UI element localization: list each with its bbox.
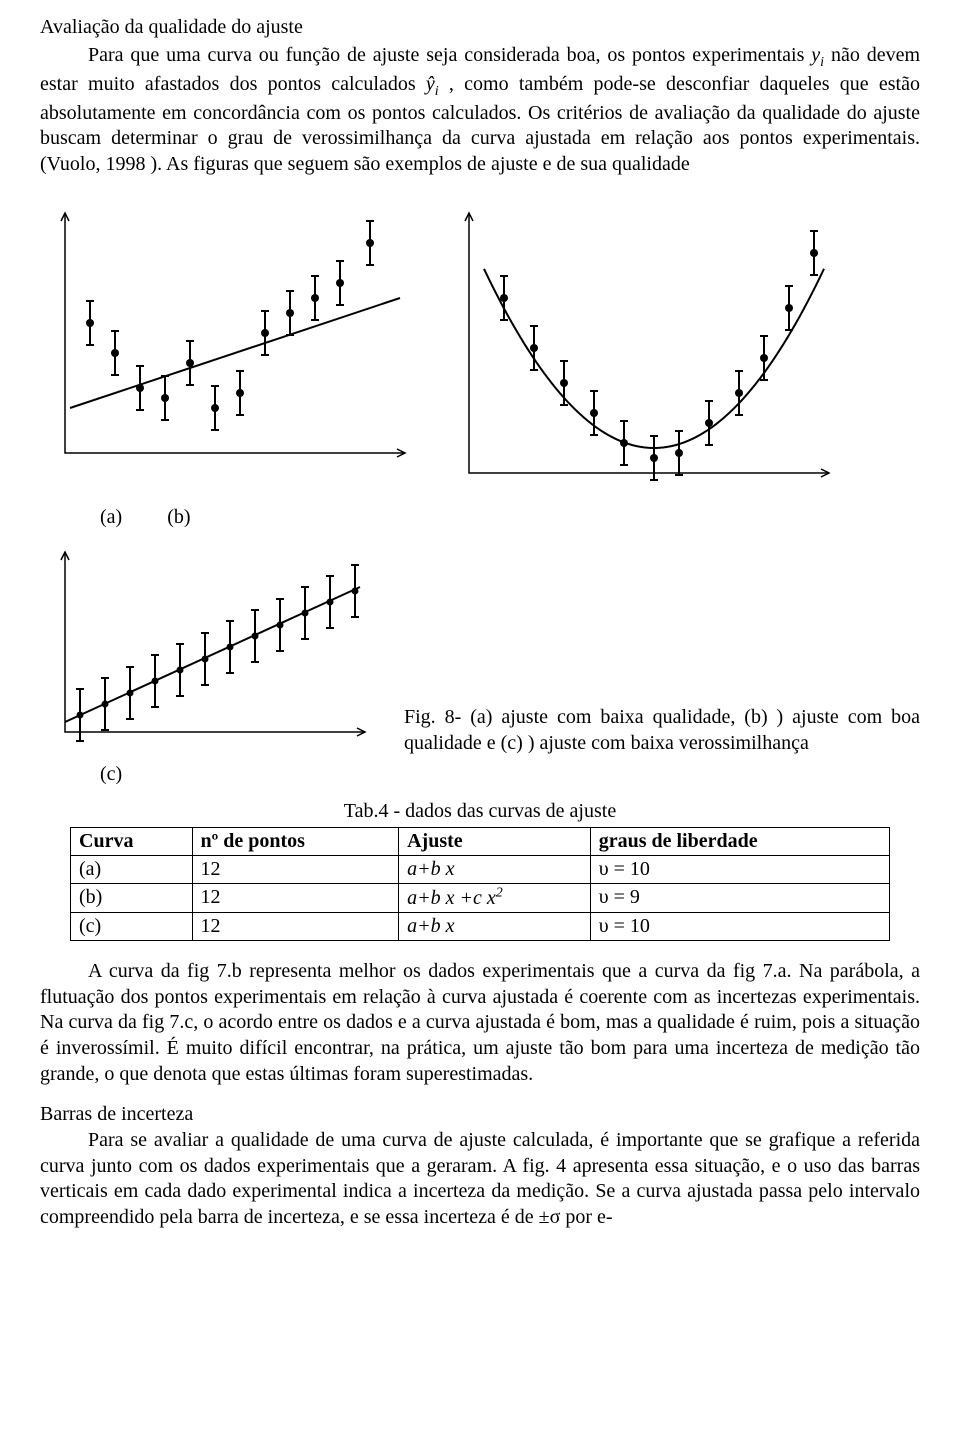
- chart-c: [40, 537, 380, 757]
- table-title: Tab.4 - dados das curvas de ajuste: [40, 800, 920, 823]
- paragraph-2: A curva da fig 7.b representa melhor os …: [40, 959, 920, 1087]
- table-row: (c)12a+b xυ = 10: [71, 913, 890, 941]
- cell-curva: (b): [71, 883, 193, 913]
- figure-caption: Fig. 8- (a) ajuste com baixa qualidade, …: [404, 705, 920, 756]
- table-body: (a)12a+b xυ = 10(b)12a+b x +c x2υ = 9(c)…: [71, 855, 890, 941]
- figure-a: [40, 198, 420, 498]
- table-header-row: Curva nº de pontos Ajuste graus de liber…: [71, 827, 890, 855]
- label-a: (a): [100, 506, 122, 528]
- cell-n: 12: [192, 883, 399, 913]
- chart-a: [40, 198, 420, 478]
- cell-ajuste: a+b x: [399, 913, 591, 941]
- figures-row-1: [40, 198, 920, 498]
- page: Avaliação da qualidade do ajuste Para qu…: [0, 0, 960, 1285]
- cell-curva: (a): [71, 855, 193, 883]
- figure-labels-ab: (a) (b): [100, 506, 920, 529]
- paragraph-3: Para se avaliar a qualidade de uma curva…: [40, 1128, 920, 1230]
- figure-c-row: Fig. 8- (a) ajuste com baixa qualidade, …: [40, 537, 920, 757]
- chart-b: [444, 198, 844, 498]
- cell-gl: υ = 10: [590, 913, 889, 941]
- cell-gl: υ = 10: [590, 855, 889, 883]
- label-b: (b): [167, 506, 190, 528]
- cell-curva: (c): [71, 913, 193, 941]
- th-npontos: nº de pontos: [192, 827, 399, 855]
- table-row: (b)12a+b x +c x2υ = 9: [71, 883, 890, 913]
- cell-ajuste: a+b x: [399, 855, 591, 883]
- table-row: (a)12a+b xυ = 10: [71, 855, 890, 883]
- figure-c: [40, 537, 380, 757]
- cell-ajuste: a+b x +c x2: [399, 883, 591, 913]
- section-heading: Avaliação da qualidade do ajuste: [40, 16, 920, 39]
- data-table: Curva nº de pontos Ajuste graus de liber…: [70, 827, 890, 942]
- cell-n: 12: [192, 913, 399, 941]
- th-curva: Curva: [71, 827, 193, 855]
- section-heading-2: Barras de incerteza: [40, 1103, 920, 1126]
- cell-gl: υ = 9: [590, 883, 889, 913]
- cell-n: 12: [192, 855, 399, 883]
- paragraph-1: Para que uma curva ou função de ajuste s…: [40, 43, 920, 178]
- th-gl: graus de liberdade: [590, 827, 889, 855]
- th-ajuste: Ajuste: [399, 827, 591, 855]
- label-c: (c): [100, 763, 920, 786]
- figure-b: [444, 198, 844, 498]
